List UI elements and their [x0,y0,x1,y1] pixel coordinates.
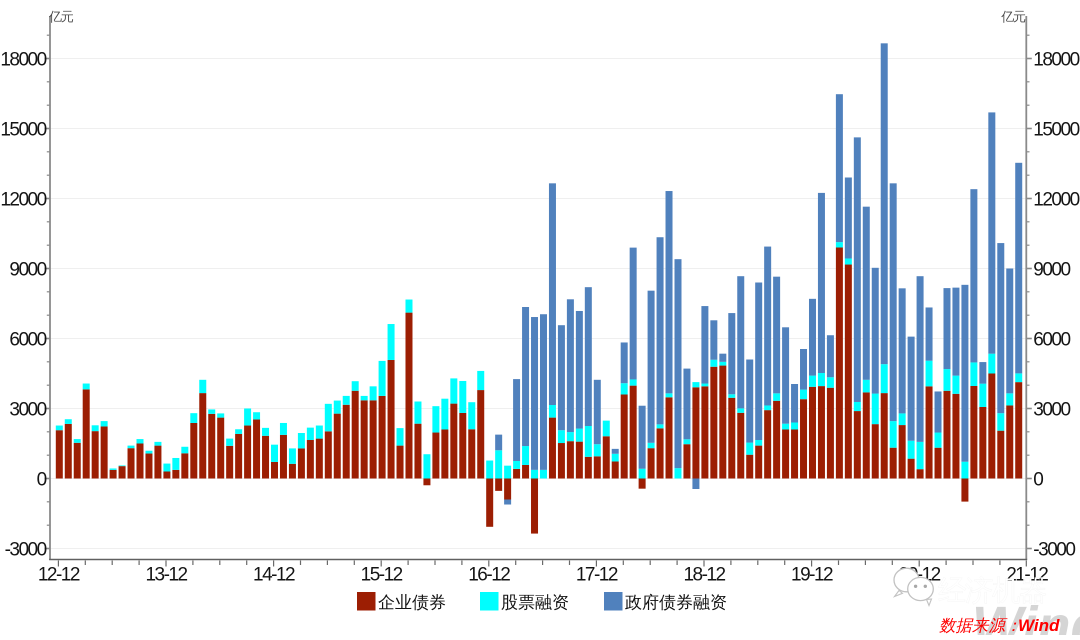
svg-text:15-12: 15-12 [361,565,403,586]
svg-text:6000: 6000 [9,329,46,350]
svg-text:9000: 9000 [1033,259,1070,280]
svg-text:16-12: 16-12 [468,565,510,586]
svg-text:18-12: 18-12 [683,565,725,586]
svg-text:15000: 15000 [0,119,46,140]
svg-text:18000: 18000 [1033,49,1079,70]
svg-text:-3000: -3000 [1033,539,1075,560]
svg-text:6000: 6000 [1033,329,1070,350]
svg-text:Wind: Wind [1018,616,1060,635]
svg-text:9000: 9000 [9,259,46,280]
svg-text:15000: 15000 [1033,119,1079,140]
svg-text:14-12: 14-12 [253,565,295,586]
svg-text:21-12: 21-12 [1006,565,1048,586]
svg-text:12000: 12000 [0,189,46,210]
svg-text:-3000: -3000 [5,539,47,560]
svg-text:0: 0 [1033,469,1043,490]
svg-text:19-12: 19-12 [791,565,833,586]
svg-text:13-12: 13-12 [145,565,187,586]
svg-text:3000: 3000 [1033,399,1070,420]
svg-text:3000: 3000 [9,399,46,420]
svg-text:18000: 18000 [0,49,46,70]
svg-text:17-12: 17-12 [576,565,618,586]
svg-text:12-12: 12-12 [38,565,80,586]
svg-text:12000: 12000 [1033,189,1079,210]
svg-text:0: 0 [37,469,47,490]
